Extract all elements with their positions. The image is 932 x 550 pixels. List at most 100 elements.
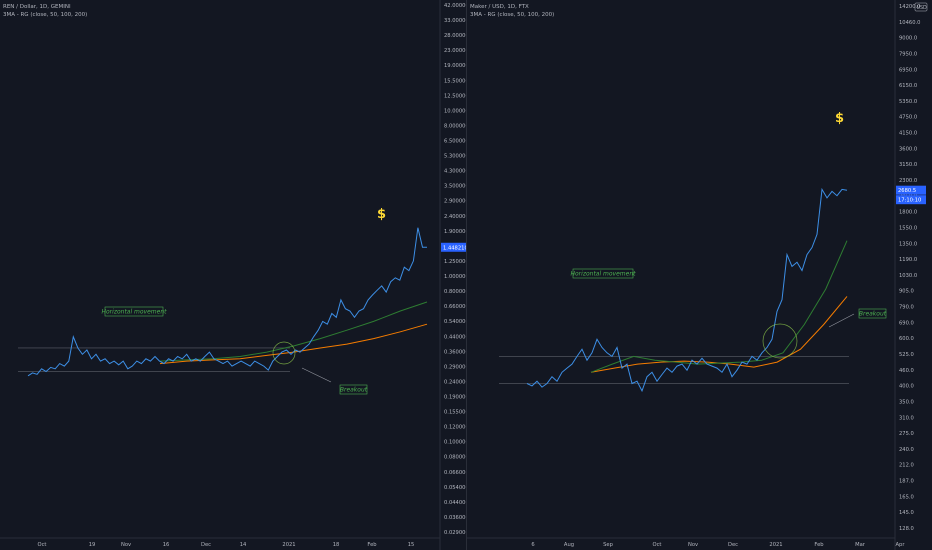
x-tick-label: 16: [163, 542, 170, 548]
ma-orange-line: [590, 296, 848, 373]
annotation-label: Horizontal movement: [102, 309, 168, 316]
y-tick-label: 1550.0: [899, 225, 917, 231]
price-line: [526, 187, 848, 393]
y-tick-label: 3.500000: [444, 184, 466, 190]
currency-label: USD: [917, 5, 928, 11]
y-tick-label: 1030.0: [899, 273, 917, 279]
y-tick-label: 128.0: [899, 526, 914, 532]
y-tick-label: 790.0: [899, 305, 914, 311]
y-tick-label: 165.0: [899, 494, 914, 500]
x-tick-label: 14: [240, 542, 247, 548]
x-tick-label: Apr: [896, 542, 906, 548]
dollar-sign: $: [835, 111, 844, 126]
annotation-box: [339, 384, 368, 395]
annotation-box: [858, 308, 887, 319]
countdown-label: 17:10:10: [898, 198, 921, 204]
last-price-tag: [441, 242, 466, 252]
ma-orange-line: [159, 323, 428, 365]
y-tick-label: 3600.0: [899, 146, 917, 152]
annotation-label: Breakout: [859, 311, 887, 318]
x-tick-label: Nov: [121, 542, 131, 548]
x-tick-label: Aug: [564, 542, 574, 548]
x-tick-label: Dec: [201, 542, 211, 548]
y-tick-label: 3150.0: [899, 162, 917, 168]
chart-subtitle: 3MA - RG (close, 50, 100, 200): [470, 12, 555, 18]
y-tick-label: 905.0: [899, 289, 914, 295]
x-tick-label: 19: [89, 542, 96, 548]
y-tick-label: 1.900000: [444, 229, 466, 235]
y-tick-label: 1190.0: [899, 257, 917, 263]
y-tick-label: 525.0: [899, 352, 914, 358]
y-tick-label: 2.900000: [444, 199, 466, 205]
y-tick-label: 15.500000: [444, 78, 466, 84]
y-tick-label: 4750.0: [899, 115, 917, 121]
x-tick-label: Oct: [653, 542, 662, 548]
x-tick-label: 15: [408, 542, 415, 548]
y-tick-label: 310.0: [899, 415, 914, 421]
y-tick-label: 460.0: [899, 368, 914, 374]
y-tick-label: 350.0: [899, 399, 914, 405]
y-tick-label: 240.0: [899, 447, 914, 453]
last-price-label: 1.448210: [443, 245, 466, 251]
ma-green-line: [159, 301, 428, 362]
y-tick-label: 1800.0: [899, 210, 917, 216]
y-tick-label: 6.500000: [444, 139, 466, 145]
annotation-label: Horizontal movement: [571, 271, 637, 278]
y-tick-label: 6150.0: [899, 83, 917, 89]
y-tick-label: 690.0: [899, 320, 914, 326]
y-tick-label: 600.0: [899, 336, 914, 342]
chart-title: Maker / USD, 1D, FTX: [470, 4, 529, 10]
breakout-circle: [272, 341, 296, 365]
y-tick-label: 400.0: [899, 384, 914, 390]
y-tick-label: 9000.0: [899, 36, 917, 42]
x-tick-label: Nov: [688, 542, 698, 548]
y-tick-label: 1350.0: [899, 241, 917, 247]
countdown-tag: [896, 195, 926, 205]
ma-green-line: [590, 240, 848, 373]
x-tick-label: 6: [531, 542, 534, 548]
x-tick-label: Mar: [855, 542, 866, 548]
annotation-box: [572, 268, 634, 279]
x-tick-label: Dec: [728, 542, 738, 548]
annotation-box: [104, 306, 164, 317]
dollar-sign: $: [377, 207, 386, 222]
y-tick-label: 187.0: [899, 479, 914, 485]
y-tick-label: 6950.0: [899, 67, 917, 73]
chart-canvas[interactable]: 14200.0 10460.0 9000.0 7950.0 6950.0 6150.0 53…: [467, 0, 932, 550]
y-tick-label: 275.0: [899, 431, 914, 437]
y-tick-label: 7950.0: [899, 51, 917, 57]
x-tick-label: Sep: [603, 542, 613, 548]
last-price-label: 2680.5: [898, 188, 916, 194]
y-tick-label: 12.500000: [444, 93, 466, 99]
y-tick-label: 10460.0: [899, 20, 920, 26]
y-tick-label: 4150.0: [899, 131, 917, 137]
breakout-circle: [762, 323, 798, 359]
x-tick-label: Feb: [367, 542, 377, 548]
annotation-label: Breakout: [340, 387, 368, 394]
price-line: [27, 227, 427, 377]
x-tick-label: Feb: [814, 542, 824, 548]
x-tick-label: 18: [333, 542, 340, 548]
breakout-arrow: [301, 367, 332, 383]
